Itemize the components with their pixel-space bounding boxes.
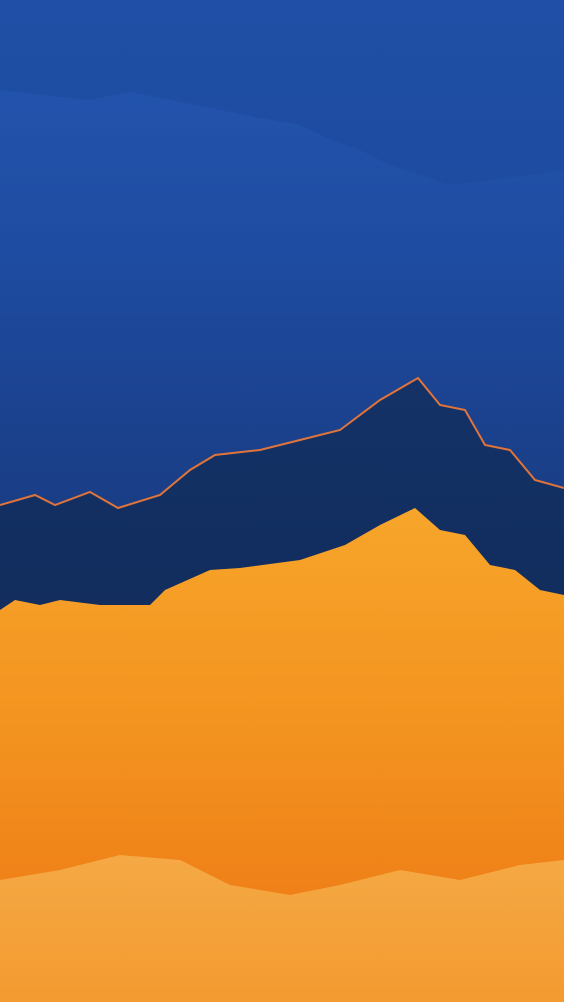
foreground-hills xyxy=(0,855,564,1002)
ridge-line xyxy=(0,376,564,510)
distant-ridge xyxy=(0,90,564,420)
